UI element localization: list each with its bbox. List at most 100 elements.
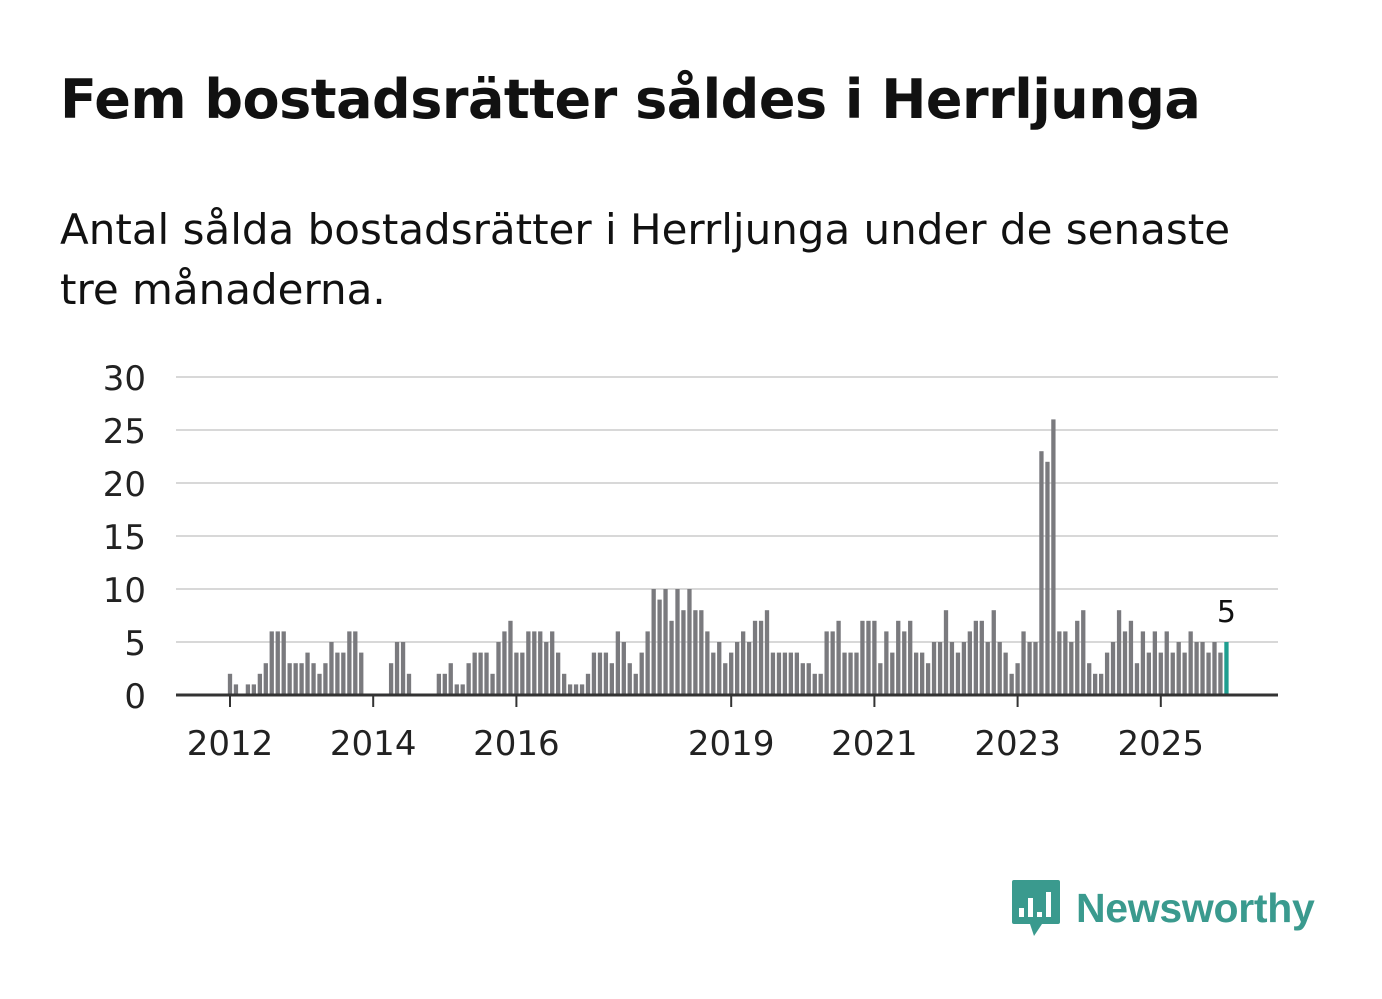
x-tick-label: 2016 [473,724,560,764]
bar [1057,631,1062,695]
bar [1194,642,1199,695]
bar [985,642,990,695]
bar [902,631,907,695]
bar [514,652,519,695]
bar [1104,652,1110,695]
bar [460,684,465,695]
bar [687,589,692,695]
bar [1015,663,1020,695]
bar [1051,419,1056,695]
bar [1176,642,1181,695]
bar [454,684,459,695]
newsworthy-logo: Newsworthy [1010,878,1315,938]
bar [484,652,489,695]
bar [681,610,686,695]
bar [1146,652,1151,695]
bar [544,642,549,695]
bar [1110,642,1116,695]
bar [896,620,901,695]
bar [1116,610,1122,695]
y-axis-ticks: 0 5 10 15 20 25 30 [103,359,146,717]
bar [949,642,955,695]
bar [555,652,561,695]
bar [245,684,251,695]
bar [621,642,626,695]
bar [627,663,632,695]
bar [1069,642,1074,695]
bar [1099,673,1104,695]
bar [1170,652,1175,695]
bar [1128,620,1134,695]
bar [233,684,239,695]
bar [1092,673,1098,695]
bar [466,663,471,695]
bar [359,652,364,695]
bar [1063,631,1068,695]
bar [603,652,609,695]
bar [353,631,358,695]
chart-subtitle: Antal sålda bostadsrätter i Herrljunga u… [60,205,1231,314]
bar [502,631,507,695]
bar [1039,451,1044,695]
bar [436,673,442,695]
bar [908,620,913,695]
bar [1021,631,1026,695]
bar [854,652,859,695]
bar [388,663,394,695]
bar-highlight [1224,642,1229,695]
bar [341,652,346,695]
bar [866,620,871,695]
bar [1033,642,1038,695]
bar [717,642,722,695]
bar [1200,642,1205,695]
bar [257,673,263,695]
bar [400,642,406,695]
bar [329,642,334,695]
bar [913,652,919,695]
bar [347,631,352,695]
bar [669,620,674,695]
bar [794,652,800,695]
bar [1182,652,1187,695]
bar [478,652,483,695]
bar [448,663,453,695]
bar [729,652,734,695]
bar [812,673,817,695]
x-tick-label: 2014 [330,724,417,764]
bar [920,652,925,695]
bar [979,620,984,695]
bar [675,589,680,695]
bar [1122,631,1128,695]
bar [1003,652,1008,695]
bar [925,663,931,695]
bar [830,631,835,695]
bar [776,652,782,695]
x-axis-ticks: 2012 2014 2016 2019 2021 2023 2025 [187,695,1204,764]
bar [1027,642,1032,695]
bar [615,631,621,695]
bar [597,652,603,695]
bar [848,652,853,695]
bar [1164,631,1169,695]
bar [406,673,412,695]
bar [991,610,996,695]
y-tick-label: 5 [124,624,146,664]
bar [633,673,638,695]
bar [836,620,841,695]
bar [973,620,979,695]
bar [508,620,513,695]
bar [1140,631,1146,695]
bars [227,419,1229,695]
y-tick-label: 0 [124,677,146,717]
bar [711,652,716,695]
bar [496,642,501,695]
bar [1218,652,1223,695]
bar [323,663,328,695]
bar [645,631,650,695]
gridlines [176,376,1278,643]
bar [1081,610,1086,695]
bar [520,652,525,695]
bar [585,673,591,695]
bar [651,589,656,695]
